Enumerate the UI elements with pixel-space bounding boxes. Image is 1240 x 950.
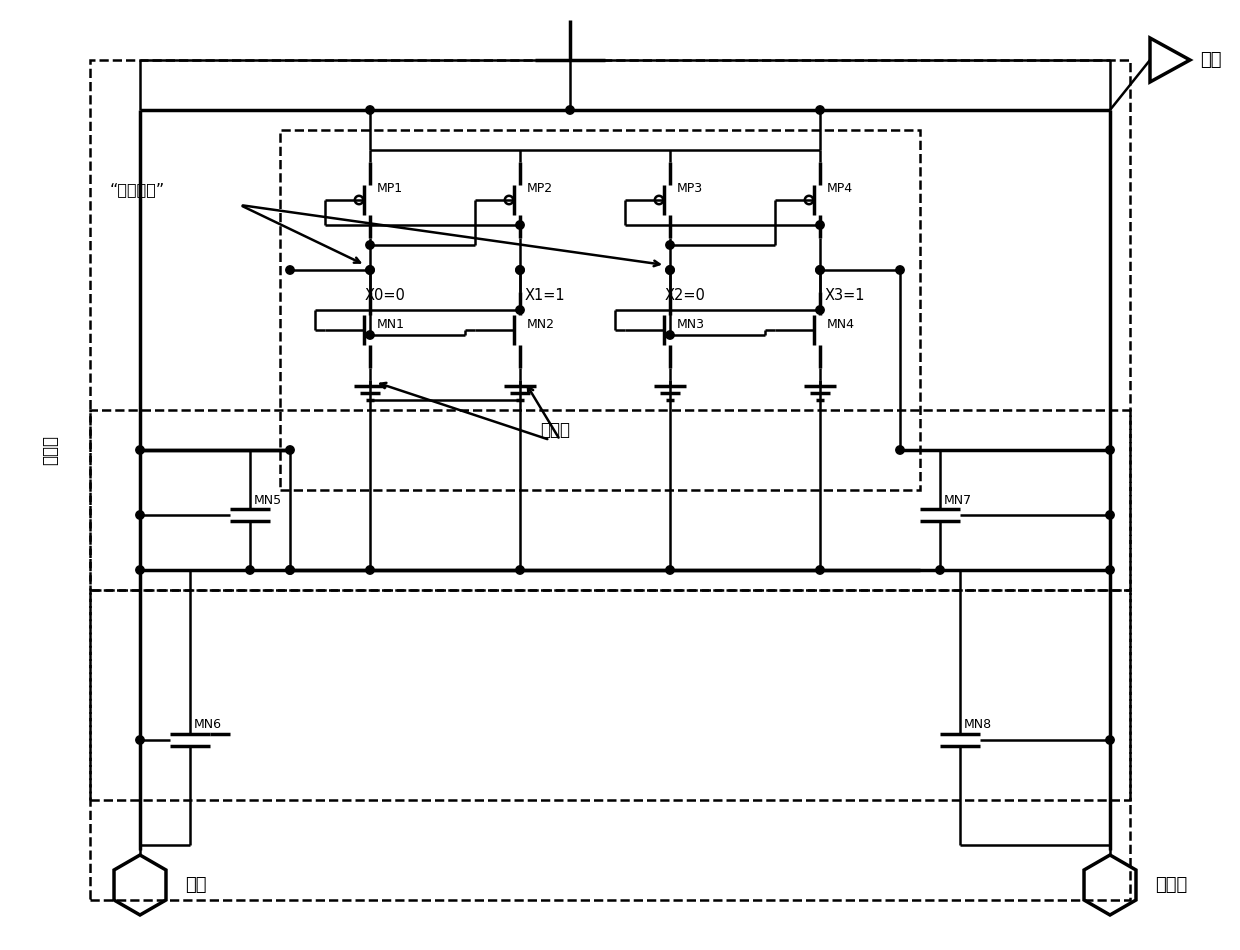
Bar [91,410,1130,590]
Text: MN4: MN4 [827,318,856,332]
Text: MN7: MN7 [944,493,972,506]
Circle shape [516,220,525,229]
Circle shape [136,511,144,520]
Text: MN2: MN2 [527,318,556,332]
Circle shape [565,105,574,114]
Circle shape [285,566,294,574]
Text: MN1: MN1 [377,318,405,332]
Circle shape [666,266,675,275]
Text: X0=0: X0=0 [365,288,405,302]
Circle shape [816,266,825,275]
Text: MP3: MP3 [677,181,703,195]
Text: MP4: MP4 [827,181,853,195]
Text: MN6: MN6 [193,718,222,732]
Text: MP1: MP1 [377,181,403,195]
Circle shape [1106,736,1115,744]
Circle shape [516,266,525,275]
Circle shape [136,566,144,574]
Text: 高电平: 高电平 [41,435,60,465]
Text: “受到扰动”: “受到扰动” [110,182,165,198]
Circle shape [895,266,904,275]
Text: MN5: MN5 [254,493,283,506]
Circle shape [666,566,675,574]
Circle shape [816,306,825,314]
Text: 位线: 位线 [185,876,207,894]
Bar [280,130,920,490]
Circle shape [516,266,525,275]
Circle shape [816,266,825,275]
Circle shape [895,446,904,454]
Circle shape [1106,566,1115,574]
Circle shape [366,240,374,249]
Circle shape [816,105,825,114]
Text: X2=0: X2=0 [665,288,706,302]
Circle shape [516,566,525,574]
Circle shape [666,240,675,249]
Bar [91,60,1130,900]
Circle shape [366,266,374,275]
Text: MN3: MN3 [677,318,706,332]
Circle shape [285,566,294,574]
Text: 位线非: 位线非 [1154,876,1187,894]
Circle shape [136,446,144,454]
Circle shape [816,566,825,574]
Text: 低电平: 低电平 [539,421,570,439]
Text: X1=1: X1=1 [525,288,565,302]
Text: X3=1: X3=1 [825,288,866,302]
Circle shape [285,266,294,275]
Circle shape [366,566,374,574]
Bar [91,590,1130,800]
Circle shape [136,736,144,744]
Circle shape [666,331,675,339]
Circle shape [246,566,254,574]
Circle shape [366,331,374,339]
Text: 字线: 字线 [1200,51,1221,69]
Text: MP2: MP2 [527,181,553,195]
Circle shape [1106,511,1115,520]
Circle shape [936,566,944,574]
Circle shape [816,220,825,229]
Circle shape [285,446,294,454]
Circle shape [666,266,675,275]
Circle shape [1106,446,1115,454]
Circle shape [516,306,525,314]
Circle shape [366,105,374,114]
Text: MN8: MN8 [963,718,992,732]
Circle shape [366,266,374,275]
